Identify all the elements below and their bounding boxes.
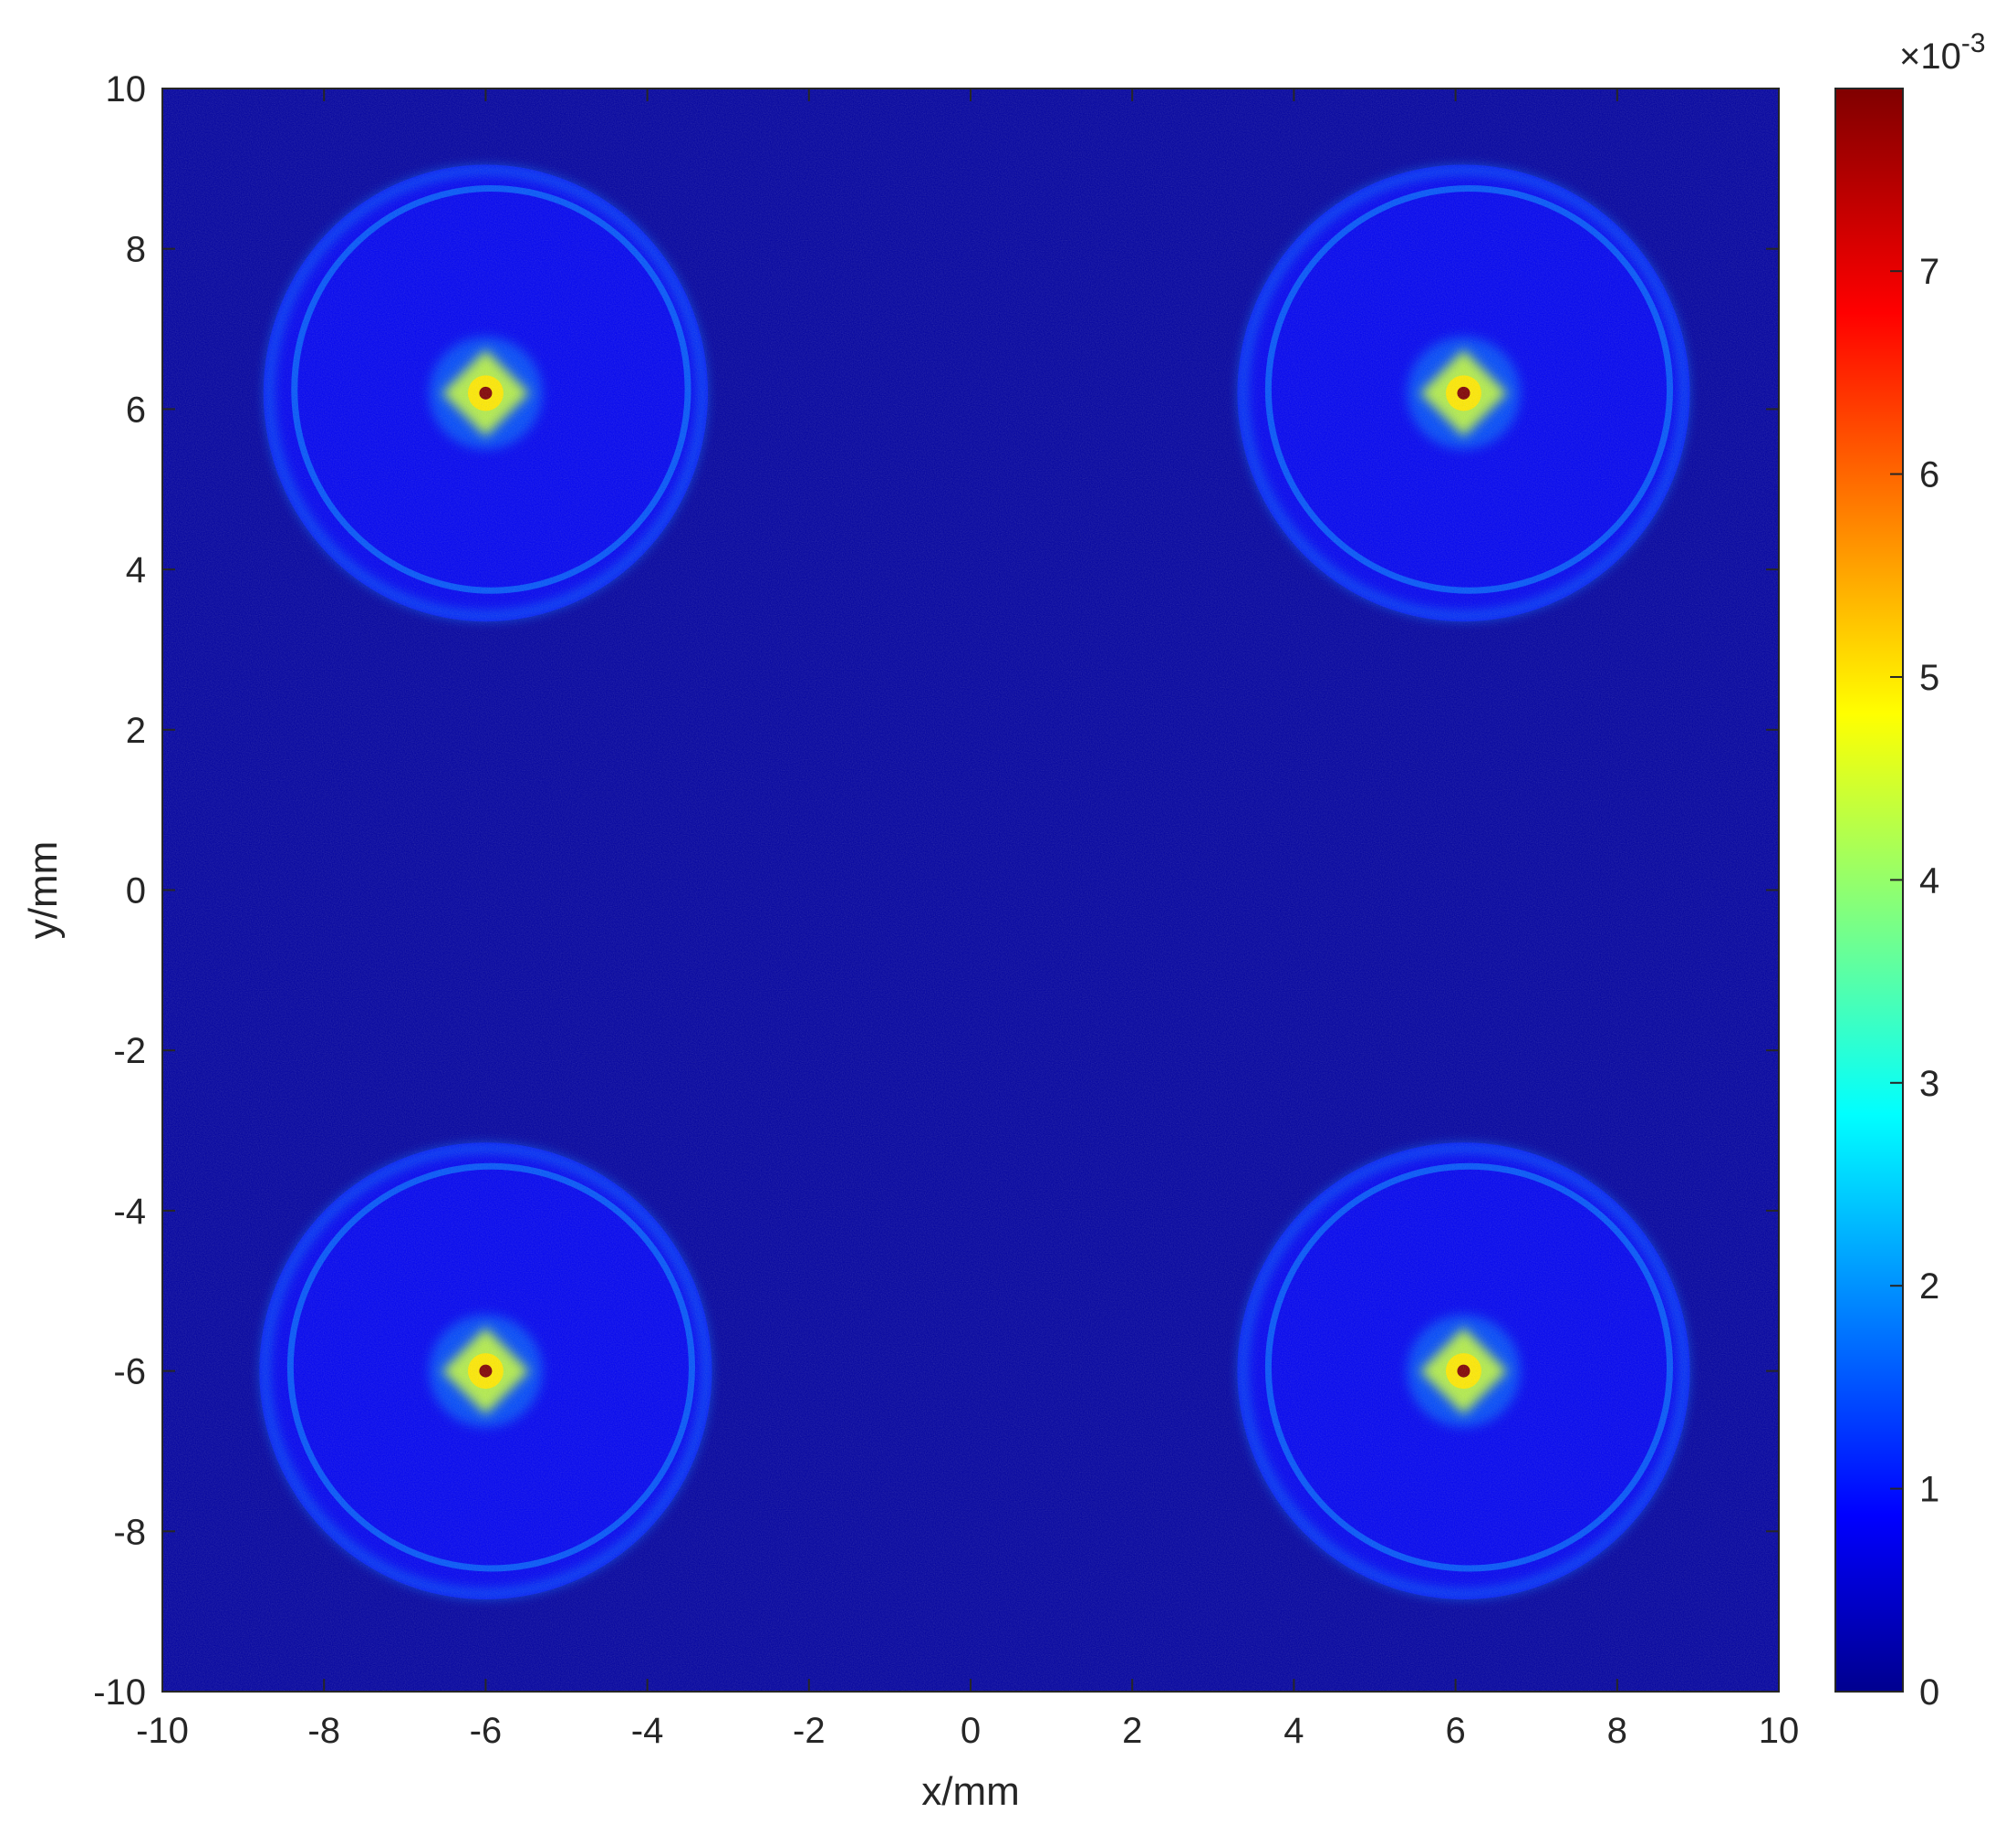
x-axis-title: x/mm (921, 1769, 1020, 1814)
y-tick-label: 10 (106, 69, 147, 109)
x-tick-label: 8 (1607, 1711, 1627, 1751)
y-tick-label: -8 (113, 1512, 146, 1552)
x-axis: -10 -8 -6 -4 -2 0 2 4 6 8 10 (136, 89, 1799, 1751)
colorbar-multiplier: ×10-3 (1899, 28, 1986, 77)
x-tick-label: -8 (307, 1711, 340, 1751)
colorbar-multiplier-base: ×10 (1899, 36, 1961, 77)
y-tick-label: -2 (113, 1031, 146, 1071)
y-tick-label: 0 (126, 871, 146, 912)
colorbar-ticks: 0 1 2 3 4 5 6 7 (1890, 252, 1939, 1713)
y-axis-title: y/mm (21, 841, 66, 940)
colorbar-tick-label: 0 (1919, 1672, 1939, 1713)
y-tick-label: -6 (113, 1352, 146, 1392)
x-tick-label: -4 (631, 1711, 664, 1751)
x-tick-label: -2 (793, 1711, 826, 1751)
colorbar-tick-label: 4 (1919, 860, 1939, 901)
colorbar-tick-label: 6 (1919, 455, 1939, 495)
plot-area (161, 88, 1780, 1693)
y-tick-label: -10 (93, 1672, 146, 1713)
y-axis: -10 -8 -6 -4 -2 0 2 4 6 8 10 (93, 69, 1779, 1713)
colorbar-frame (1834, 88, 1904, 1693)
colorbar-tick-label: 2 (1919, 1266, 1939, 1307)
colorbar-tick-label: 5 (1919, 658, 1939, 698)
y-tick-label: 2 (126, 711, 146, 751)
x-tick-label: -6 (470, 1711, 503, 1751)
x-tick-label: 0 (961, 1711, 981, 1751)
y-tick-label: 8 (126, 230, 146, 270)
colorbar: 0 1 2 3 4 5 6 7 ×10-3 (1834, 28, 1986, 1713)
y-tick-label: 6 (126, 390, 146, 430)
y-tick-label: 4 (126, 550, 146, 590)
x-tick-label: -10 (136, 1711, 189, 1751)
colorbar-tick-label: 1 (1919, 1470, 1939, 1510)
colorbar-exponent: -3 (1961, 28, 1986, 58)
colorbar-tick-label: 3 (1919, 1064, 1939, 1104)
x-tick-label: 10 (1759, 1711, 1800, 1751)
x-tick-label: 2 (1122, 1711, 1142, 1751)
x-tick-label: 4 (1283, 1711, 1304, 1751)
x-tick-label: 6 (1445, 1711, 1465, 1751)
speckle-noise (162, 89, 1779, 1692)
colorbar-tick-label: 7 (1919, 252, 1939, 292)
colorbar-gradient (1835, 89, 1903, 1692)
y-tick-label: -4 (113, 1192, 146, 1232)
